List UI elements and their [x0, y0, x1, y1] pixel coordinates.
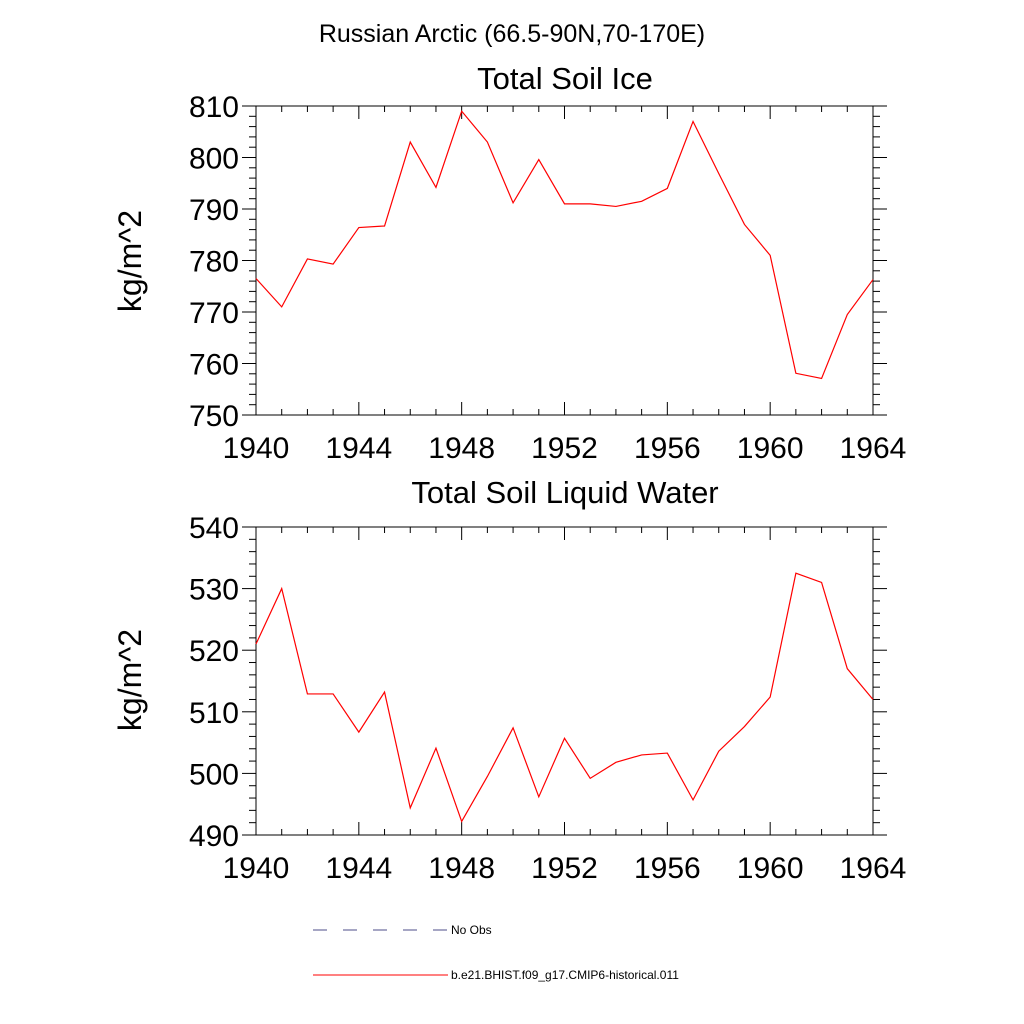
svg-text:kg/m^2: kg/m^2: [112, 629, 148, 731]
y-tick-label: 750: [189, 400, 239, 433]
panel-title: Total Soil Liquid Water: [411, 475, 718, 510]
y-tick-label: 780: [189, 246, 239, 279]
x-tick-label: 1948: [428, 852, 495, 885]
y-tick-label: 770: [189, 297, 239, 330]
x-tick-label: 1956: [634, 852, 701, 885]
x-tick-label: 1944: [325, 852, 392, 885]
x-tick-label: 1948: [428, 432, 495, 465]
y-tick-label: 760: [189, 349, 239, 382]
legend-label: No Obs: [451, 923, 492, 937]
svg-text:kg/m^2: kg/m^2: [112, 210, 148, 312]
y-tick-label: 810: [189, 91, 239, 124]
x-tick-label: 1952: [531, 852, 598, 885]
y-tick-label: 530: [189, 574, 239, 607]
x-tick-label: 1964: [840, 852, 907, 885]
panel-total-soil-ice: Total Soil Ice kg/m^2 1940 1944 1948 1952 19…: [112, 61, 906, 465]
x-tick-label: 1944: [325, 432, 392, 465]
x-tick-label: 1956: [634, 432, 701, 465]
y-axis-label: kg/m^2: [112, 629, 148, 731]
panel-title: Total Soil Ice: [477, 61, 653, 96]
y-tick-label: 510: [189, 697, 239, 730]
y-tick-label: 540: [189, 512, 239, 545]
x-tick-label: 1940: [223, 852, 290, 885]
series-line: [255, 572, 874, 823]
x-tick-label: 1964: [840, 432, 907, 465]
x-tick-label: 1940: [223, 432, 290, 465]
y-tick-label: 500: [189, 758, 239, 791]
y-tick-label: 790: [189, 194, 239, 227]
x-tick-label: 1960: [737, 432, 804, 465]
y-tick-label: 520: [189, 635, 239, 668]
y-tick-label: 800: [189, 143, 239, 176]
panel-total-soil-liquid-water: Total Soil Liquid Water kg/m^2 1940 1944 1…: [112, 475, 906, 885]
x-tick-label: 1960: [737, 852, 804, 885]
legend-label: b.e21.BHIST.f09_g17.CMIP6-historical.011: [451, 968, 679, 982]
x-tick-label: 1952: [531, 432, 598, 465]
figure-title: Russian Arctic (66.5-90N,70-170E): [319, 20, 705, 48]
legend: No Obs b.e21.BHIST.f09_g17.CMIP6-histori…: [313, 923, 679, 982]
y-tick-label: 490: [189, 820, 239, 853]
y-axis-label: kg/m^2: [112, 210, 148, 312]
series-line: [255, 109, 874, 380]
